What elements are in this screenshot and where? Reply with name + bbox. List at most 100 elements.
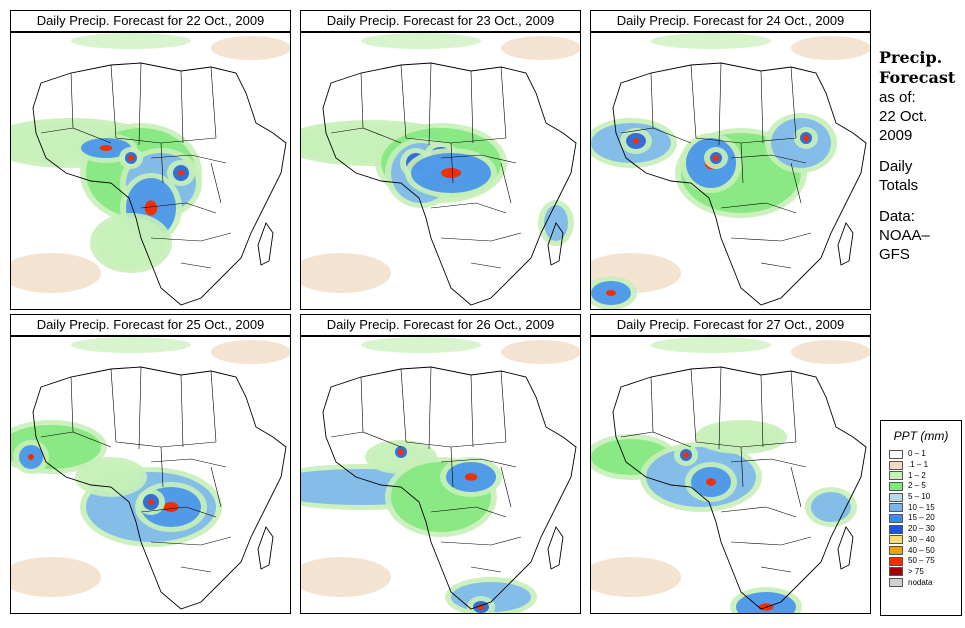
legend-label: 5 – 10 — [908, 492, 931, 502]
legend-row: 30 – 40 — [889, 535, 961, 546]
africa-coastline — [32, 366, 287, 610]
rain-area — [96, 218, 166, 268]
madagascar-coastline — [547, 526, 564, 570]
drizzle-area — [361, 33, 481, 49]
country-border — [140, 202, 217, 214]
legend-swatch — [889, 471, 903, 481]
country-border — [160, 142, 164, 184]
africa-coastline — [612, 62, 867, 306]
country-border — [718, 62, 722, 146]
country-border — [790, 370, 797, 443]
sidebar-title-line2: Forecast — [879, 68, 956, 87]
africa-map-svg — [11, 337, 290, 613]
legend-label: 10 – 15 — [908, 502, 935, 512]
rain-core — [398, 449, 404, 455]
country-border — [330, 431, 364, 438]
drizzle-area — [211, 340, 290, 364]
rain-core — [713, 155, 719, 161]
country-border — [210, 370, 217, 443]
country-border — [790, 66, 797, 139]
forecast-panel-day2: Daily Precip. Forecast for 23 Oct., 2009 — [300, 10, 581, 310]
legend-row: 1 – 2 — [889, 470, 961, 481]
country-border — [110, 368, 117, 443]
legend-swatch — [889, 449, 903, 459]
rain-core — [148, 499, 154, 505]
drizzle-area — [11, 557, 101, 597]
drizzle-area — [71, 337, 191, 353]
country-border — [440, 232, 522, 242]
drizzle-area — [301, 253, 391, 293]
panel-title: Daily Precip. Forecast for 23 Oct., 2009 — [300, 10, 581, 32]
country-border — [720, 202, 797, 214]
rain-area — [701, 425, 781, 449]
africa-coastline — [322, 62, 577, 306]
country-border — [500, 162, 512, 204]
country-border — [180, 374, 184, 448]
africa-coastline — [612, 366, 867, 610]
country-border — [500, 66, 507, 139]
country-border — [140, 506, 217, 518]
rain-core — [464, 473, 478, 481]
legend-label: nodata — [908, 577, 933, 587]
totals-line1: Daily — [879, 158, 913, 175]
country-border — [740, 446, 744, 488]
data-source-label: Data: — [879, 208, 915, 225]
country-border — [210, 466, 222, 508]
country-border — [440, 536, 522, 546]
panel-title: Daily Precip. Forecast for 22 Oct., 2009 — [10, 10, 291, 32]
country-border — [500, 466, 512, 508]
country-border — [138, 62, 142, 146]
africa-map-svg — [301, 33, 580, 309]
country-border — [180, 262, 212, 269]
drizzle-area — [211, 36, 290, 60]
sidebar-title-line1: Precip. — [879, 48, 943, 67]
legend-label: .1 – 1 — [908, 460, 929, 470]
rain-core — [803, 135, 809, 141]
country-border — [138, 366, 142, 450]
rain-core — [606, 290, 616, 296]
rain-area — [736, 592, 796, 613]
panel-title: Daily Precip. Forecast for 26 Oct., 2009 — [300, 314, 581, 336]
country-border — [470, 374, 474, 448]
africa-coastline — [32, 62, 287, 306]
country-border — [40, 431, 74, 438]
legend-title: PPT (mm) — [893, 429, 949, 443]
country-border — [730, 536, 812, 546]
legend-row: 5 – 10 — [889, 492, 961, 503]
drizzle-area — [11, 253, 101, 293]
drizzle-area — [651, 337, 771, 353]
data-source-line2: NOAA– — [879, 227, 930, 244]
country-border — [440, 458, 517, 468]
madagascar-coastline — [547, 222, 564, 266]
country-border — [470, 70, 474, 144]
madagascar-coastline — [257, 222, 274, 266]
country-border — [450, 446, 454, 488]
madagascar-coastline — [837, 222, 854, 266]
legend-swatch — [889, 535, 903, 545]
rain-core — [99, 145, 113, 151]
country-border — [428, 62, 432, 146]
africa-coastline — [322, 366, 577, 610]
rain-core — [478, 604, 484, 610]
legend-label: 20 – 30 — [908, 524, 935, 534]
legend-label: 15 – 20 — [908, 513, 935, 523]
country-border — [440, 154, 517, 164]
drizzle-area — [361, 337, 481, 353]
legend-row: 2 – 5 — [889, 481, 961, 492]
country-border — [430, 506, 507, 518]
country-border — [470, 262, 502, 269]
legend-label: 0 – 1 — [908, 449, 926, 459]
drizzle-area — [791, 340, 870, 364]
rain-core — [683, 452, 689, 458]
country-border — [160, 446, 164, 488]
country-border — [400, 368, 407, 443]
africa-map-svg — [301, 337, 580, 613]
rain-core — [128, 155, 134, 161]
drizzle-area — [791, 36, 870, 60]
legend-label: 50 – 75 — [908, 556, 935, 566]
country-border — [180, 566, 212, 573]
country-border — [428, 366, 432, 450]
